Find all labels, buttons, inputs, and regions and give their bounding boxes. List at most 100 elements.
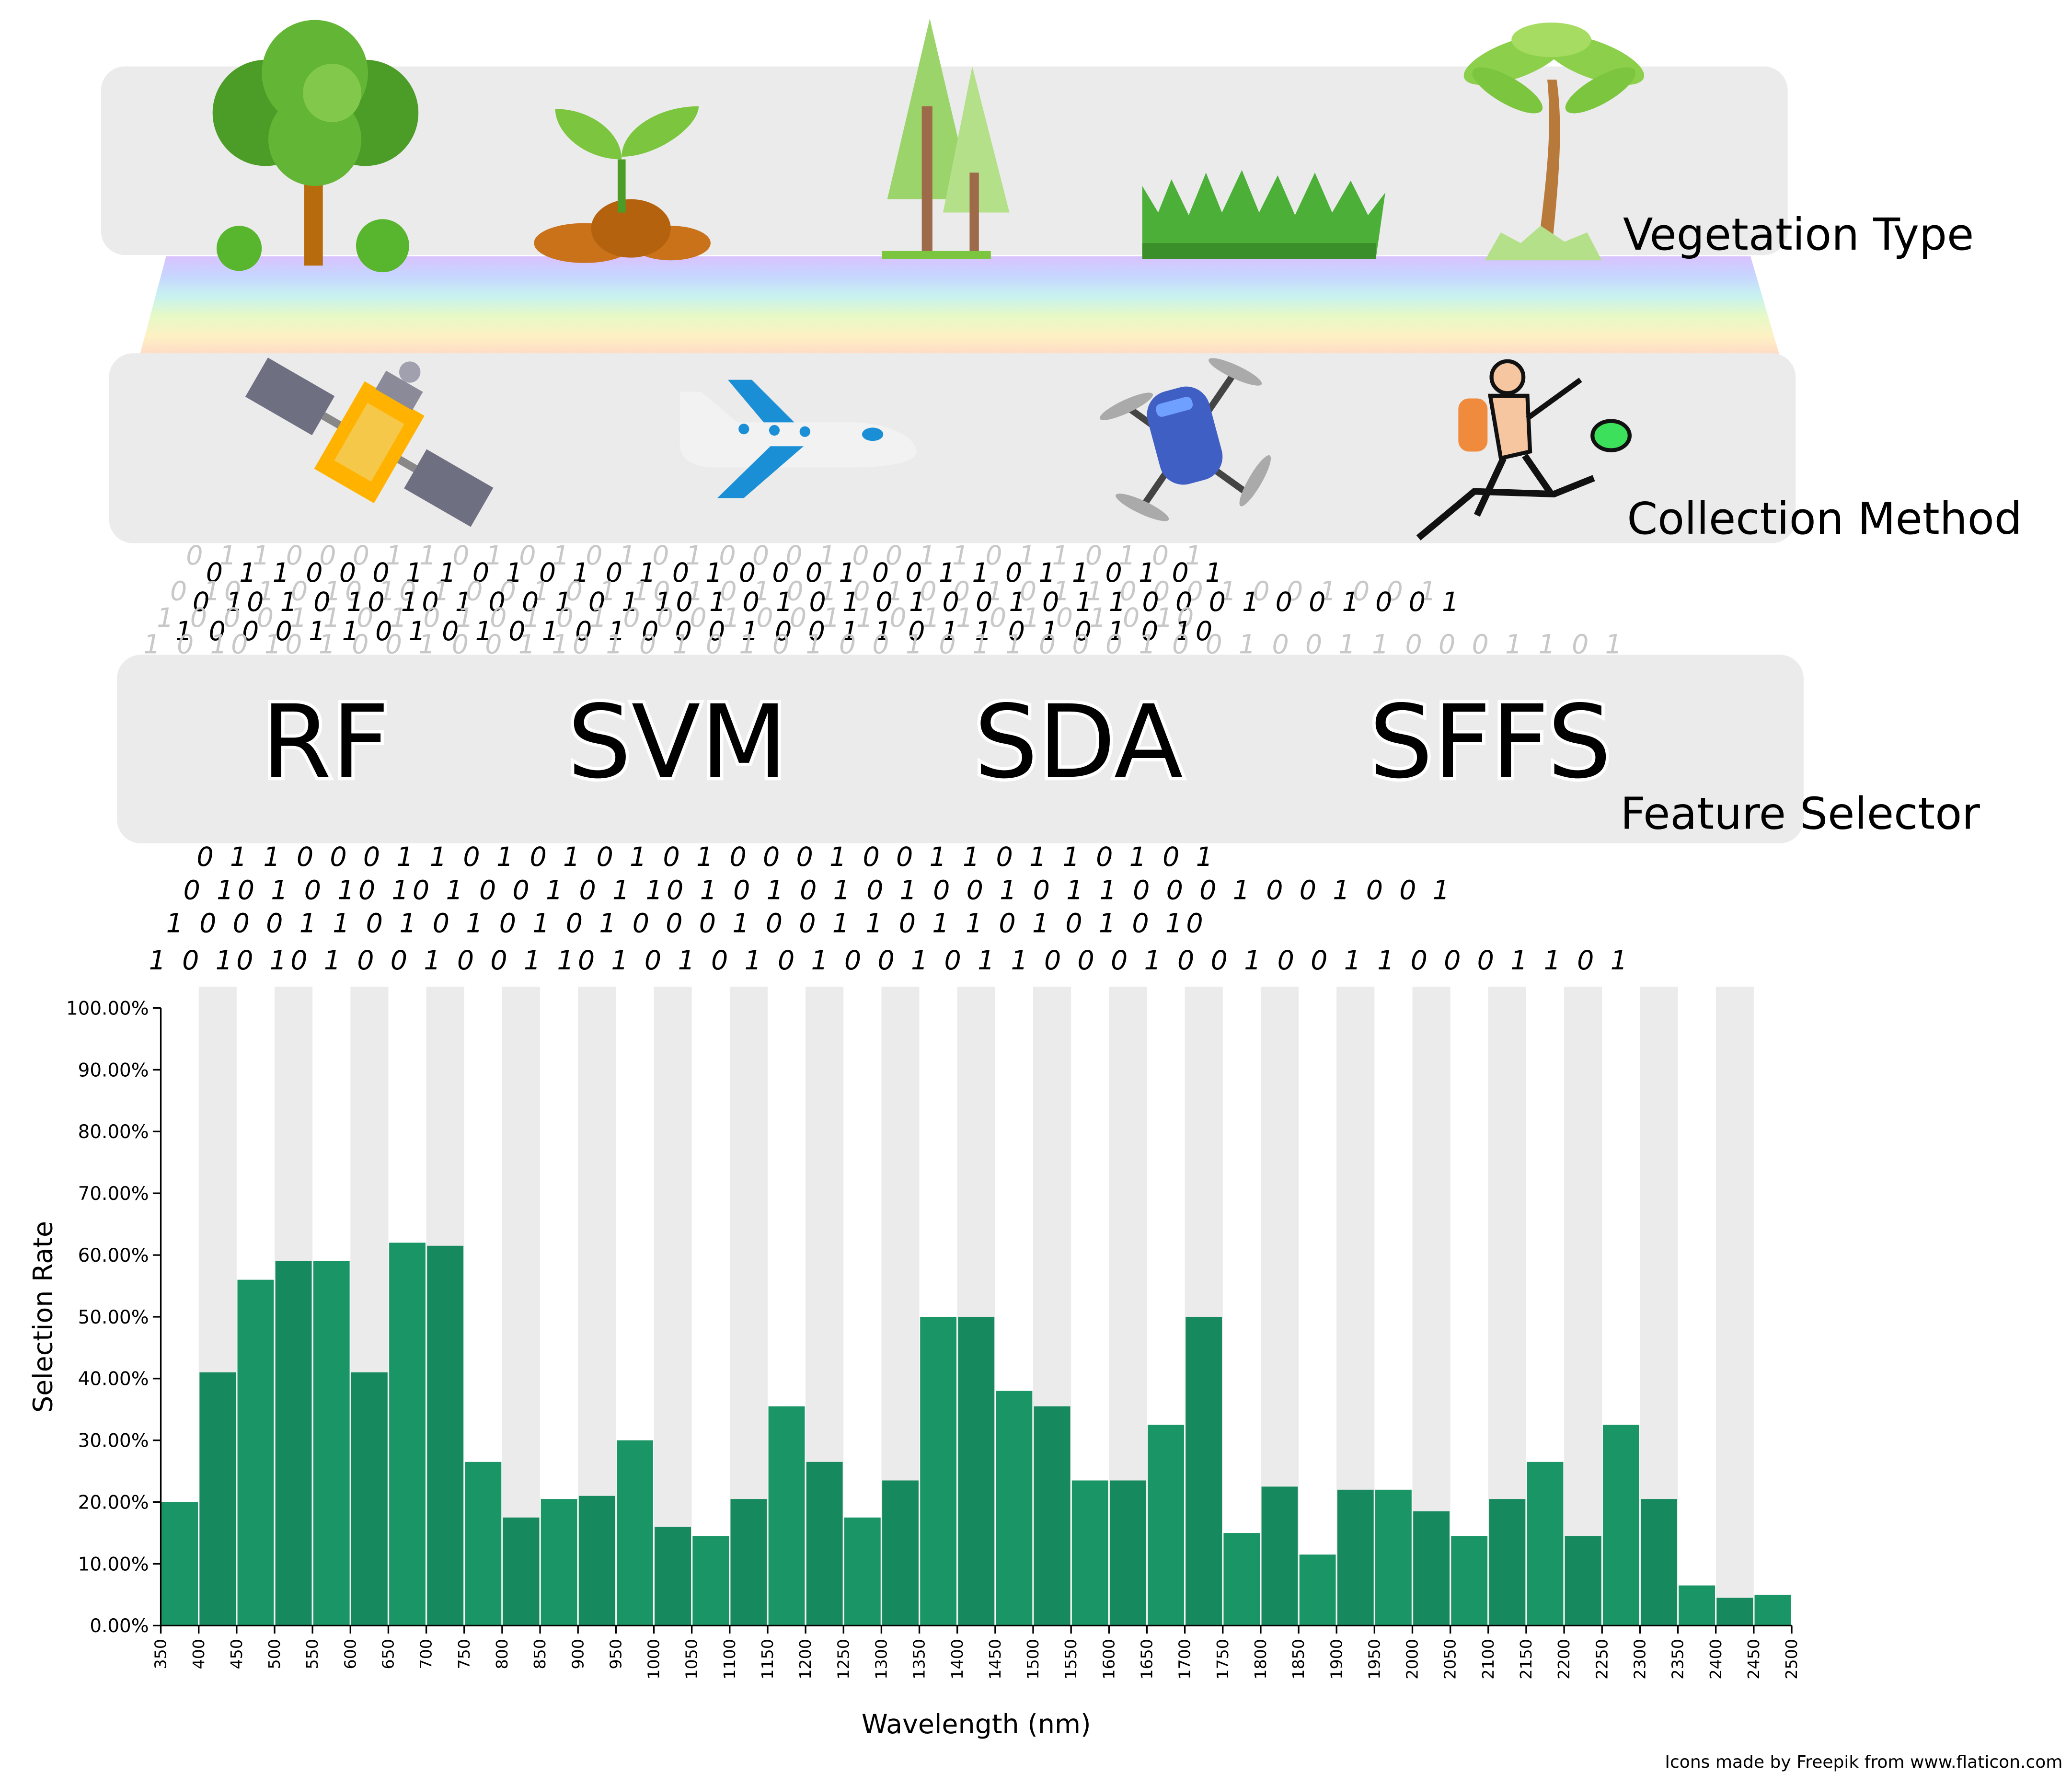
x-tick-label: 900 (568, 1639, 587, 1669)
selector-svm: SVM (567, 683, 788, 801)
x-axis-label: Wavelength (nm) (862, 1709, 1091, 1740)
binary-row: 0 1 1 0 0 0 1 1 0 1 0 1 0 1 0 1 0 0 0 1 … (206, 558, 1226, 588)
y-tick-label: 10.00% (78, 1554, 149, 1575)
x-tick-label: 1900 (1327, 1639, 1346, 1680)
icon-credit: Icons made by Freepik from www.flaticon.… (1665, 1752, 2062, 1772)
x-tick-label: 1400 (948, 1639, 967, 1680)
bar (1413, 1511, 1450, 1626)
binary-row: 1 0 0 0 1 1 0 1 0 1 0 1 0 1 0 0 0 1 0 0 … (166, 909, 1207, 939)
bar (1489, 1499, 1526, 1626)
bar (958, 1316, 995, 1626)
palm-tree-icon (1463, 23, 1645, 261)
selector-sffs: SFFS (1369, 683, 1612, 801)
airplane-icon (679, 380, 917, 498)
binary-row: 0 10 1 0 10 10 1 0 0 1 0 1 10 1 0 1 0 1 … (184, 875, 1454, 906)
y-tick-label: 40.00% (78, 1369, 149, 1390)
bar (1527, 1462, 1564, 1626)
x-tick-label: 500 (265, 1639, 284, 1669)
wavelength-band (654, 987, 692, 1626)
x-tick-label: 2400 (1706, 1639, 1725, 1680)
bar (996, 1391, 1033, 1626)
x-tick-label: 2150 (1517, 1639, 1535, 1680)
bar (199, 1372, 236, 1626)
x-tick-label: 650 (379, 1639, 398, 1669)
bar (692, 1536, 729, 1626)
bar (1565, 1536, 1601, 1626)
selector-layer: RF SVM SDA SFFS Feature Selector (117, 655, 1980, 843)
y-axis-label: Selection Rate (28, 1221, 58, 1413)
y-tick-label: 70.00% (78, 1183, 149, 1205)
selector-rf: RF (261, 683, 389, 801)
y-tick-label: 60.00% (78, 1245, 149, 1266)
x-tick-label: 1000 (645, 1639, 663, 1680)
bar (1148, 1425, 1184, 1626)
bar (313, 1261, 350, 1626)
binary-row: 0 1 1 0 0 0 1 1 0 1 0 1 0 1 0 1 0 0 0 1 … (186, 541, 1206, 571)
bar (427, 1245, 464, 1626)
y-tick-label: 80.00% (78, 1121, 149, 1143)
y-tick-label: 20.00% (78, 1492, 149, 1513)
bar (655, 1527, 691, 1626)
y-axis: 0.00% 10.00% 20.00% 30.00% 40.00% 50.00% 60.00… (66, 998, 162, 1637)
x-tick-label: 700 (417, 1639, 436, 1669)
bar (730, 1499, 767, 1626)
bar (1299, 1554, 1336, 1626)
x-tick-label: 2050 (1441, 1639, 1460, 1680)
drone-icon (1099, 358, 1271, 521)
x-tick-label: 750 (455, 1639, 473, 1669)
bar (920, 1316, 957, 1626)
bar (1679, 1585, 1715, 1626)
x-tick-label: 2300 (1630, 1639, 1649, 1680)
vegetation-type-label: Vegetation Type (1623, 209, 1974, 260)
x-tick-label: 1750 (1213, 1639, 1232, 1680)
bar (1109, 1480, 1146, 1626)
bar (1223, 1533, 1260, 1626)
x-tick-label: 1300 (872, 1639, 890, 1680)
x-tick-label: 850 (530, 1639, 549, 1669)
bar (275, 1261, 312, 1626)
collection-panel (109, 353, 1796, 543)
x-tick-label: 1800 (1251, 1639, 1270, 1680)
bar (1641, 1499, 1677, 1626)
bar (1716, 1598, 1753, 1626)
bar (389, 1243, 426, 1626)
bar (161, 1502, 198, 1626)
x-tick-label: 2350 (1669, 1639, 1687, 1680)
y-tick-label: 50.00% (78, 1307, 149, 1328)
bar (1451, 1536, 1488, 1626)
bar (503, 1517, 540, 1626)
x-tick-label: 2250 (1592, 1639, 1611, 1680)
wavelength-band (1564, 987, 1602, 1626)
x-tick-label: 1950 (1365, 1639, 1383, 1680)
x-tick-label: 2450 (1744, 1639, 1763, 1680)
bar (237, 1279, 274, 1626)
x-tick-label: 1600 (1099, 1639, 1118, 1680)
x-tick-label: 1050 (682, 1639, 701, 1680)
bar (768, 1406, 805, 1626)
bar (806, 1462, 843, 1626)
bar (1071, 1480, 1108, 1626)
y-tick-label: 0.00% (90, 1615, 149, 1637)
selection-rate-chart: 0.00% 10.00% 20.00% 30.00% 40.00% 50.00% 60.00… (28, 987, 1801, 1740)
x-tick-label: 450 (227, 1639, 246, 1669)
grass-icon (1142, 170, 1385, 259)
bar (1375, 1489, 1412, 1626)
binary-stream-lower: 0 1 1 0 0 0 1 1 0 1 0 1 0 1 0 1 0 0 0 1 … (149, 842, 1632, 976)
sprout-icon (534, 106, 711, 263)
x-tick-label: 2200 (1554, 1639, 1573, 1680)
satellite-icon (245, 357, 494, 527)
binary-row: 1 0 10 10 1 0 0 1 0 0 1 10 1 0 1 0 1 0 1… (149, 945, 1632, 976)
bars (161, 1243, 1791, 1626)
bar (465, 1462, 502, 1626)
x-tick-label: 1500 (1024, 1639, 1042, 1680)
selector-sda: SDA (974, 683, 1183, 801)
x-tick-label: 2100 (1479, 1639, 1497, 1680)
bar (617, 1440, 653, 1626)
x-tick-label: 1100 (720, 1639, 739, 1680)
wavelength-band (1715, 987, 1754, 1626)
bar (844, 1517, 881, 1626)
x-tick-label: 1200 (796, 1639, 815, 1680)
bar (882, 1480, 919, 1626)
bar (1261, 1486, 1298, 1626)
